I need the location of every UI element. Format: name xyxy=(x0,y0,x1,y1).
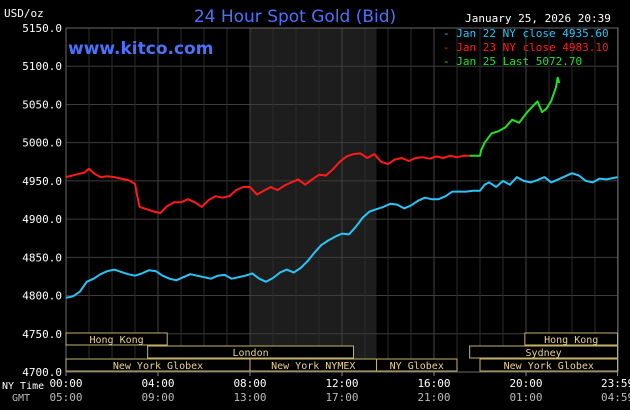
x-tick-label-ny: 00:00 xyxy=(49,377,82,390)
shaded-session-region xyxy=(250,28,377,372)
x-tick-label-gmt: 09:00 xyxy=(141,391,174,404)
nymex-shade xyxy=(250,28,377,372)
market-session-bars: Hong Kong London New York Globex New York N… xyxy=(65,332,619,372)
y-tick-label: 4850.0 xyxy=(22,251,62,264)
session-label: Sydney xyxy=(526,348,562,359)
x-tick-label-gmt: 05:00 xyxy=(49,391,82,404)
session-label: London xyxy=(233,348,269,359)
session-bar xyxy=(376,358,458,372)
chart-title: 24 Hour Spot Gold (Bid) xyxy=(194,7,396,27)
y-tick-label: 5100.0 xyxy=(22,60,62,73)
y-tick-label: 4700.0 xyxy=(22,366,62,379)
x-tick-label-gmt: 01:00 xyxy=(509,391,542,404)
x-tick-label-ny: 04:00 xyxy=(141,377,174,390)
y-tick-label: 4800.0 xyxy=(22,290,62,303)
price-series xyxy=(65,76,618,299)
x-tick-label-ny: 16:00 xyxy=(417,377,450,390)
x-tick-label-gmt: 04:59 xyxy=(601,391,630,404)
x-tick-label-gmt: 13:00 xyxy=(233,391,266,404)
x-tick-label-gmt: 17:00 xyxy=(325,391,358,404)
y-tick-label: 4900.0 xyxy=(22,213,62,226)
y-tick-label: 5000.0 xyxy=(22,137,62,150)
session-label: New York Globex xyxy=(113,361,203,372)
session-label: NY Globex xyxy=(390,361,444,372)
y-tick-label: 5050.0 xyxy=(22,98,62,111)
session-bar xyxy=(469,345,619,359)
legend: - Jan 22 NY close 4935.60- Jan 23 NY clo… xyxy=(443,27,609,68)
legend-entry: - Jan 22 NY close 4935.60 xyxy=(443,27,609,40)
series-line xyxy=(65,172,618,299)
y-tick-label: 4950.0 xyxy=(22,175,62,188)
series-line xyxy=(65,152,470,214)
session-label: New York Globex xyxy=(504,361,594,372)
watermark: www.kitco.com xyxy=(68,39,213,59)
session-bar xyxy=(65,332,168,346)
x-tick-label-ny: 12:00 xyxy=(325,377,358,390)
session-bar xyxy=(524,332,619,346)
y-axis: 5150.0 5100.0 5050.0 5000.0 4950.0 4900.0 4850… xyxy=(22,22,62,379)
x-axis-label-ny: NY Time xyxy=(2,381,44,392)
x-tick-label-ny: 08:00 xyxy=(233,377,266,390)
y-tick-label: 5150.0 xyxy=(22,22,62,35)
legend-entry: - Jan 25 Last 5072.70 xyxy=(443,55,582,68)
x-tick-label-ny: 20:00 xyxy=(509,377,542,390)
session-label: Hong Kong xyxy=(90,335,144,346)
chart-timestamp: January 25, 2026 20:39 xyxy=(465,12,611,25)
session-bar xyxy=(147,345,354,359)
session-label: Hong Kong xyxy=(544,335,598,346)
series-line xyxy=(469,76,561,157)
y-tick-label: 4750.0 xyxy=(22,328,62,341)
session-bar xyxy=(479,358,619,372)
x-axis-label-gmt: GMT xyxy=(12,393,30,404)
session-label: New York NYMEX xyxy=(271,361,355,372)
y-axis-unit: USD/oz xyxy=(4,7,44,20)
x-tick-label-ny: 23:59 xyxy=(601,377,630,390)
legend-entry: - Jan 23 NY close 4983.10 xyxy=(443,41,609,54)
x-tick-label-gmt: 21:00 xyxy=(417,391,450,404)
